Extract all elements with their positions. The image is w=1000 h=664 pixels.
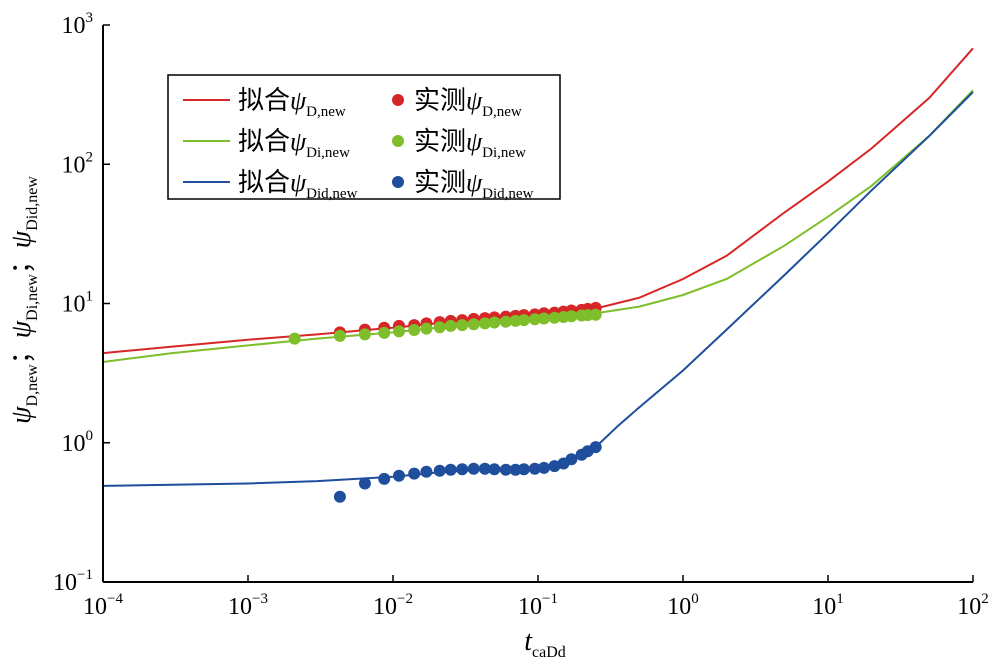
data-point [548, 311, 561, 324]
data-point [456, 319, 469, 332]
series-line [102, 47, 974, 355]
x-tick-label: 102 [957, 591, 989, 620]
data-point [517, 314, 530, 327]
data-point [488, 463, 501, 476]
legend-label: 实测ψD,new [414, 86, 522, 120]
y-tick-label: 103 [62, 10, 94, 39]
legend-entry: 拟合ψDi,new [183, 127, 350, 161]
y-axis-label: ψD,new；ψDi,new；ψDid,new [6, 176, 41, 424]
y-tick-label: 100 [62, 428, 94, 457]
legend-label: 拟合ψD,new [238, 86, 346, 120]
series-5 [333, 441, 602, 503]
data-point [565, 310, 578, 323]
x-axis-label: tcaDd [524, 626, 566, 661]
data-point [538, 461, 550, 474]
legend-label: 实测ψDid,new [414, 168, 534, 202]
data-point [565, 453, 578, 466]
data-point [444, 319, 457, 332]
series-0 [102, 47, 974, 355]
y-tick-label: 10−1 [53, 567, 93, 596]
data-point [456, 463, 469, 476]
data-point [408, 324, 421, 336]
data-point [538, 312, 550, 325]
y-tick-label: 101 [62, 289, 94, 318]
data-point [517, 463, 530, 476]
x-tick-label: 10−1 [518, 591, 558, 620]
data-point [378, 326, 391, 339]
data-point [488, 316, 501, 329]
series-layer [102, 47, 974, 503]
data-point [378, 472, 391, 485]
data-point [433, 321, 446, 334]
x-tick-label: 101 [812, 591, 844, 620]
legend-dot-swatch [392, 176, 404, 188]
legend-label: 拟合ψDi,new [238, 127, 350, 161]
data-point [528, 462, 541, 475]
data-point [358, 477, 371, 490]
legend-label: 拟合ψDid,new [238, 168, 358, 202]
data-point [420, 322, 433, 335]
data-point [478, 462, 491, 475]
legend-label: 实测ψDi,new [414, 127, 526, 161]
x-tick-label: 10−4 [83, 591, 123, 620]
data-point [589, 441, 602, 454]
data-point [408, 467, 421, 480]
y-tick-label: 102 [62, 149, 94, 178]
legend: 拟合ψD,new 拟合ψDi,new 拟合ψDid,new 实测ψD,new 实测ψDi… [167, 74, 561, 202]
data-point [444, 463, 457, 476]
data-point [333, 490, 346, 503]
data-point [393, 469, 405, 482]
data-point [499, 315, 512, 328]
legend-entry: 拟合ψD,new [183, 86, 346, 120]
data-point [548, 460, 561, 473]
data-point [393, 325, 405, 338]
axis-labels: tcaDd ψD,new；ψDi,new；ψDid,new [6, 176, 566, 661]
legend-entry: 实测ψD,new [392, 86, 522, 120]
data-point [358, 328, 371, 341]
data-point [433, 464, 446, 477]
data-point [589, 308, 602, 321]
x-tick-label: 100 [667, 591, 699, 620]
legend-dot-swatch [392, 94, 404, 106]
data-point [467, 318, 480, 331]
data-point [420, 465, 433, 478]
series-3 [288, 308, 602, 345]
series-2 [102, 89, 974, 363]
legend-entry: 实测ψDid,new [392, 168, 534, 202]
legend-entry: 拟合ψDid,new [183, 168, 358, 202]
data-point [499, 463, 512, 476]
legend-dot-swatch [392, 135, 404, 147]
x-tick-label: 10−3 [228, 591, 268, 620]
axes-layer: 10−4 10−3 10−2 10−1 100 101 102 10−1 100 101 102 10… [53, 10, 989, 620]
data-point [478, 317, 491, 330]
legend-box [167, 74, 561, 200]
data-point [333, 329, 346, 342]
legend-entry: 实测ψDi,new [392, 127, 526, 161]
data-point [467, 462, 480, 475]
data-point [288, 332, 301, 345]
data-point [528, 313, 541, 326]
series-line [102, 89, 974, 363]
x-tick-label: 10−2 [373, 591, 413, 620]
